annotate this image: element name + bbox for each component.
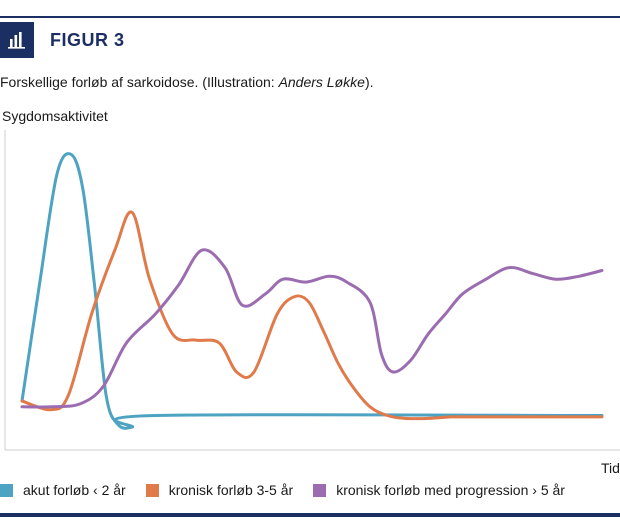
caption-author: Anders Løkke [278, 74, 365, 90]
figure-caption: Forskellige forløb af sarkoidose. (Illus… [0, 74, 374, 90]
line-chart [4, 130, 620, 451]
series-line-chronic [20, 210, 604, 421]
series-line-acute [20, 152, 604, 430]
legend-item-acute: akut forløb ‹ 2 år [0, 482, 126, 498]
legend-item-chronic: kronisk forløb 3-5 år [145, 482, 294, 498]
series-line-progressive [20, 248, 604, 409]
figure-label: FIGUR 3 [50, 30, 125, 50]
legend-swatch-progressive [313, 483, 327, 497]
legend-item-progressive: kronisk forløb med progression › 5 år [313, 482, 565, 498]
x-axis-label: Tid [601, 460, 620, 476]
bar-chart-icon [0, 22, 34, 58]
legend-label-chronic: kronisk forløb 3-5 år [168, 482, 294, 498]
caption-suffix: ). [364, 74, 374, 90]
legend-swatch-chronic [145, 483, 159, 497]
bottom-rule [0, 513, 620, 517]
legend-swatch-acute [0, 483, 13, 497]
top-rule [0, 16, 620, 18]
legend-label-progressive: kronisk forløb med progression › 5 år [336, 482, 565, 498]
legend: akut forløb ‹ 2 år kronisk forløb 3-5 år… [0, 481, 585, 499]
caption-prefix: Forskellige forløb af sarkoidose. (Illus… [0, 74, 279, 90]
y-axis-label: Sygdomsaktivitet [2, 108, 108, 124]
legend-label-acute: akut forløb ‹ 2 år [23, 482, 126, 498]
series-layer [20, 152, 604, 430]
